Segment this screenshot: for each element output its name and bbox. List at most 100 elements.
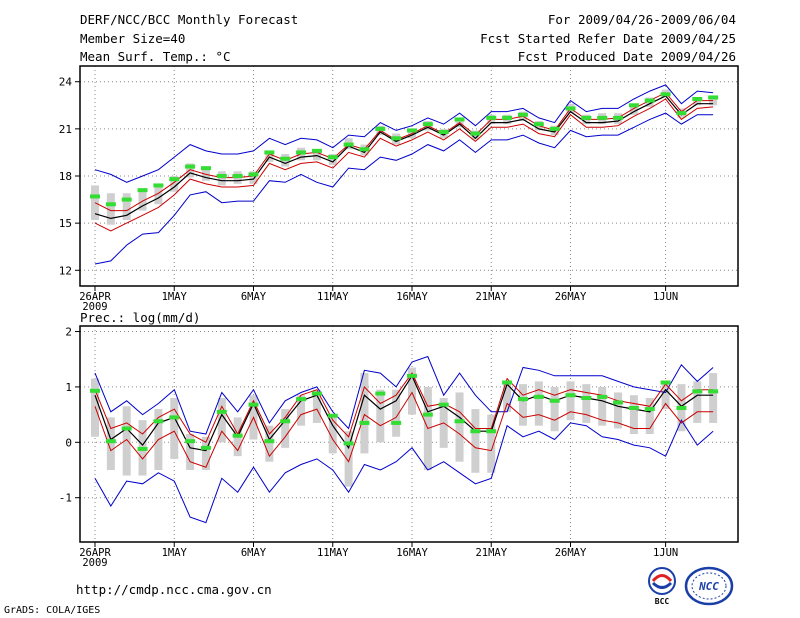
temp-ytick-label: 18 (59, 170, 72, 183)
prec-spread-box (376, 389, 385, 443)
temp-xtick-label: 21MAY (475, 291, 507, 303)
prec-observed-marker (692, 389, 703, 394)
prec-ytick-label: -1 (59, 492, 72, 505)
temp-spread-box (709, 97, 718, 106)
temp-observed-marker (232, 174, 243, 178)
prec-observed-marker (121, 426, 132, 431)
temp-spread-box (312, 149, 321, 161)
prec-observed-marker (565, 393, 576, 398)
chart-title: DERF/NCC/BCC Monthly Forecast (80, 12, 299, 27)
temp-observed-marker (422, 122, 433, 127)
prec-spread-box (408, 367, 416, 415)
prec-observed-marker (153, 419, 164, 424)
prec-spread-box (629, 395, 638, 434)
prec-xtick-label: 1MAY (162, 547, 188, 559)
temp-observed-marker (200, 166, 211, 171)
temp-spread-box (249, 171, 258, 184)
temp-xtick-label: 11MAY (317, 291, 349, 303)
temp-observed-marker (216, 174, 227, 178)
temp-observed-marker (185, 164, 196, 169)
temp-observed-marker (676, 111, 687, 116)
temp-observed-marker (454, 117, 465, 122)
temp-observed-marker (581, 115, 592, 120)
prec-xtick-sublabel: 2009 (82, 557, 107, 569)
temp-observed-marker (375, 126, 386, 131)
temp-observed-marker (486, 115, 497, 120)
temp-ytick-label: 21 (59, 123, 72, 136)
prec-line-max (94, 355, 714, 435)
prec-observed-marker (105, 439, 116, 444)
prec-spread-box (645, 398, 654, 434)
prec-xtick-label: 1JUN (653, 547, 678, 559)
member-size-label: Member Size=40 (80, 31, 186, 46)
prec-observed-marker (486, 429, 497, 434)
prec-observed-marker (248, 402, 259, 407)
temp-line-lower (94, 98, 714, 232)
prec-observed-marker (676, 405, 687, 410)
temp-spread-box (122, 193, 131, 220)
prec-observed-marker (581, 396, 592, 400)
prec-spread-box (518, 384, 527, 426)
prec-observed-marker (613, 400, 624, 405)
prec-observed-marker (407, 373, 417, 378)
prec-observed-marker (438, 402, 449, 407)
prec-xtick-label: 26APR (79, 547, 111, 559)
prec-spread-box (360, 373, 369, 454)
temp-observed-marker (169, 177, 180, 182)
prec-spread-box (598, 386, 607, 426)
temp-spread-box (138, 188, 147, 211)
source-url[interactable]: http://cmdp.ncc.cma.gov.cn (76, 582, 272, 597)
temp-observed-marker (105, 202, 116, 207)
prec-spread-box (534, 381, 543, 426)
temp-ytick-label: 24 (59, 76, 73, 89)
prec-spread-box (106, 417, 115, 470)
prec-observed-marker (708, 389, 719, 394)
temp-line-min (94, 112, 714, 265)
temp-observed-marker (137, 188, 148, 193)
temp-observed-marker (407, 128, 417, 133)
temp-xtick-label: 26MAY (555, 291, 587, 303)
prec-observed-marker (185, 439, 196, 444)
temp-spread-box (170, 176, 179, 192)
temp-observed-marker (533, 122, 544, 127)
prec-ytick-label: 1 (65, 381, 72, 394)
ncc-logo: NCC (684, 566, 734, 606)
temp-observed-marker (121, 197, 132, 202)
prec-spread-box (661, 384, 670, 410)
prec-spread-box (344, 431, 353, 487)
temp-observed-marker (264, 150, 275, 155)
temp-observed-marker (517, 112, 528, 117)
prec-spread-box (122, 406, 131, 476)
prec-spread-box (328, 414, 337, 454)
temp-line-upper (94, 92, 714, 212)
temp-observed-marker (708, 95, 719, 100)
prec-spread-box (582, 384, 591, 423)
prec-spread-box (217, 398, 226, 443)
prec-spread-box (503, 381, 512, 412)
temp-spread-box (693, 97, 702, 106)
prec-frame (79, 325, 739, 543)
prec-xtick-label: 21MAY (475, 547, 507, 559)
prec-observed-marker (296, 397, 307, 402)
prec-xtick-label: 6MAY (241, 547, 267, 559)
prec-ytick-label: 2 (65, 326, 72, 339)
prec-line-upper (94, 372, 714, 443)
prec-observed-marker (343, 441, 354, 446)
prec-observed-marker (90, 388, 100, 393)
temp-observed-marker (692, 97, 703, 101)
prec-spread-box (693, 381, 702, 423)
prec-observed-marker (470, 429, 481, 434)
prec-line-lower (94, 391, 714, 468)
forecast-started-date: Fcst Started Refer Date 2009/04/25 (480, 31, 736, 46)
temp-xtick-label: 6MAY (241, 291, 267, 303)
temp-observed-marker (280, 156, 291, 161)
temp-ytick-label: 12 (59, 264, 72, 277)
temp-observed-marker (359, 147, 370, 152)
prec-xtick-label: 26MAY (555, 547, 587, 559)
temp-xtick-label: 1JUN (653, 291, 678, 303)
temp-observed-marker (438, 130, 449, 134)
prec-spread-box (614, 392, 623, 429)
prec-observed-marker (232, 433, 243, 438)
